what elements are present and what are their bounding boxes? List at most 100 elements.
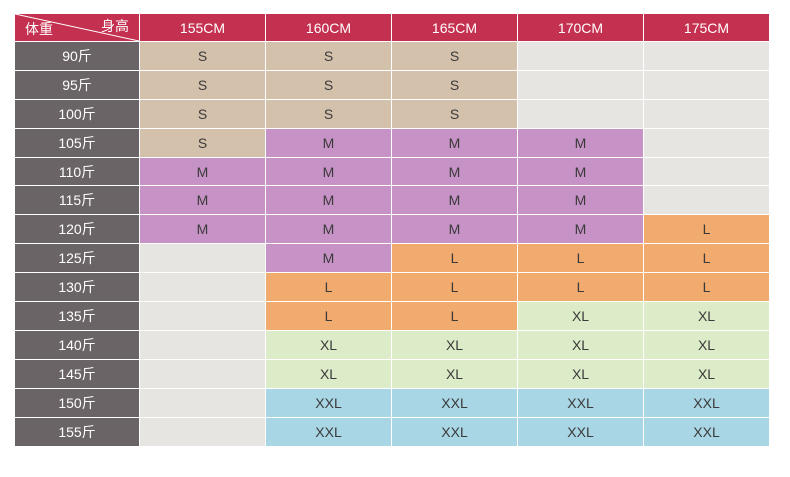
size-cell: L: [518, 273, 643, 302]
size-cell: XXL: [266, 388, 391, 417]
size-cell: XXL: [644, 388, 769, 417]
weight-label: 110斤: [15, 157, 139, 186]
weight-label: 135斤: [15, 302, 139, 330]
size-cell: XXL: [266, 417, 391, 446]
size-cell: XL: [518, 330, 643, 359]
size-cell: M: [140, 157, 265, 186]
table-row: 135斤 L L XL XL: [15, 302, 769, 330]
size-cell: M: [392, 215, 517, 244]
size-cell: [518, 99, 643, 128]
height-header: 160CM: [266, 14, 391, 41]
size-cell: [140, 244, 265, 273]
size-cell: [140, 330, 265, 359]
size-cell: M: [392, 128, 517, 157]
size-cell: M: [266, 128, 391, 157]
size-cell: S: [392, 99, 517, 128]
size-cell: S: [140, 70, 265, 99]
size-cell: [140, 302, 265, 330]
table-row: 155斤 XXL XXL XXL XXL: [15, 417, 769, 446]
size-cell: XXL: [392, 417, 517, 446]
size-cell: XXL: [518, 417, 643, 446]
height-header: 165CM: [392, 14, 517, 41]
size-cell: L: [644, 244, 769, 273]
size-cell: XL: [518, 359, 643, 388]
size-cell: M: [266, 244, 391, 273]
weight-label: 100斤: [15, 99, 139, 128]
table-row: 145斤 XL XL XL XL: [15, 359, 769, 388]
table-row: 115斤 M M M M: [15, 186, 769, 215]
size-cell: L: [392, 302, 517, 330]
size-cell: [644, 128, 769, 157]
weight-label: 95斤: [15, 70, 139, 99]
table-row: 90斤 S S S: [15, 42, 769, 70]
size-cell: [140, 359, 265, 388]
height-header: 155CM: [140, 14, 265, 41]
weight-label: 130斤: [15, 273, 139, 302]
table-row: 150斤 XXL XXL XXL XXL: [15, 388, 769, 417]
size-cell: XXL: [644, 417, 769, 446]
size-cell: L: [644, 215, 769, 244]
table-row: 140斤 XL XL XL XL: [15, 330, 769, 359]
size-cell: [644, 157, 769, 186]
size-cell: [140, 273, 265, 302]
size-cell: L: [266, 273, 391, 302]
weight-label: 145斤: [15, 359, 139, 388]
size-cell: [644, 99, 769, 128]
weight-label: 105斤: [15, 128, 139, 157]
size-cell: XL: [266, 359, 391, 388]
size-cell: M: [392, 157, 517, 186]
size-cell: M: [518, 215, 643, 244]
size-cell: M: [266, 157, 391, 186]
size-cell: S: [266, 42, 391, 70]
table-row: 100斤 S S S: [15, 99, 769, 128]
weight-label: 115斤: [15, 186, 139, 215]
size-cell: M: [518, 157, 643, 186]
size-cell: XL: [392, 330, 517, 359]
size-cell: L: [392, 273, 517, 302]
table-row: 105斤 S M M M: [15, 128, 769, 157]
size-cell: XL: [644, 359, 769, 388]
size-cell: S: [140, 42, 265, 70]
size-cell: M: [140, 215, 265, 244]
table-row: 95斤 S S S: [15, 70, 769, 99]
height-header: 175CM: [644, 14, 769, 41]
height-axis-label: 身高: [101, 18, 129, 34]
table-body: 90斤 S S S 95斤 S S S 100斤 S S S 105斤 S M M M 110斤 M M M M 115斤 M…: [15, 42, 769, 446]
size-cell: XL: [392, 359, 517, 388]
weight-label: 155斤: [15, 417, 139, 446]
size-cell: M: [518, 128, 643, 157]
size-cell: S: [392, 42, 517, 70]
size-cell: [140, 417, 265, 446]
size-cell: [518, 42, 643, 70]
size-cell: [644, 42, 769, 70]
corner-header: 身高 体重: [15, 14, 139, 41]
size-cell: M: [392, 186, 517, 215]
table-row: 125斤 M L L L: [15, 244, 769, 273]
weight-label: 90斤: [15, 42, 139, 70]
size-cell: M: [140, 186, 265, 215]
table-row: 120斤 M M M M L: [15, 215, 769, 244]
size-cell: [140, 388, 265, 417]
size-cell: XXL: [518, 388, 643, 417]
size-cell: M: [266, 215, 391, 244]
size-cell: S: [266, 99, 391, 128]
weight-label: 140斤: [15, 330, 139, 359]
weight-axis-label: 体重: [25, 21, 53, 37]
size-cell: L: [644, 273, 769, 302]
size-cell: M: [266, 186, 391, 215]
header-row: 身高 体重 155CM 160CM 165CM 170CM 175CM: [15, 14, 769, 41]
size-cell: S: [140, 128, 265, 157]
diagonal-divider: [15, 14, 139, 41]
size-cell: S: [140, 99, 265, 128]
size-cell: [518, 70, 643, 99]
size-cell: [644, 186, 769, 215]
size-cell: XL: [266, 330, 391, 359]
size-cell: XL: [644, 302, 769, 330]
size-chart-table: 身高 体重 155CM 160CM 165CM 170CM 175CM 90斤 S…: [14, 13, 770, 447]
size-cell: XL: [644, 330, 769, 359]
size-cell: XXL: [392, 388, 517, 417]
size-cell: L: [392, 244, 517, 273]
weight-label: 150斤: [15, 388, 139, 417]
size-cell: L: [266, 302, 391, 330]
weight-label: 120斤: [15, 215, 139, 244]
